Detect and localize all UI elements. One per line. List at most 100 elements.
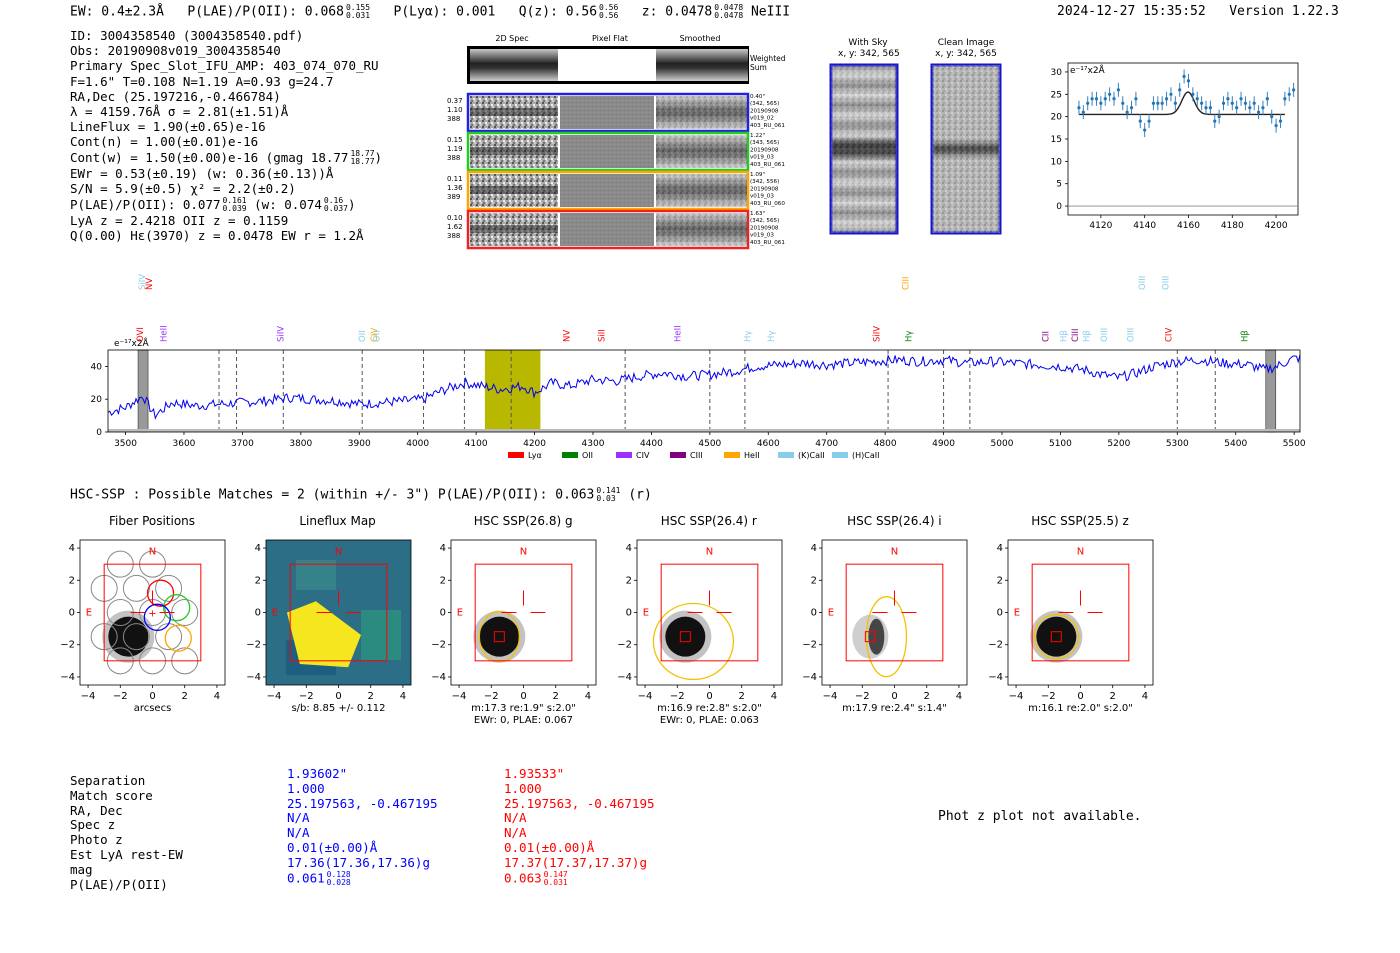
panel-xtick-label: 0 (149, 691, 155, 702)
info-cont-w: Cont(w) = 1.50(±0.00)e-16 (gmag 18.77 18.… (70, 149, 383, 167)
panel-ytick-label: −4 (431, 672, 446, 683)
zoom-ytick-label: 30 (1051, 68, 1063, 78)
cutout-left-value: 1.62 (447, 223, 463, 231)
zoom-data-point (1094, 97, 1099, 101)
zoom-data-point (1191, 92, 1195, 96)
panel-xtick-label: 2 (1110, 691, 1116, 702)
panel-caption-2: EWr: 0, PLAE: 0.067 (474, 715, 573, 726)
east-label: E (642, 608, 648, 619)
panel-ytick-label: −2 (803, 640, 818, 651)
match-value: 0.061 0.128 0.028 (287, 869, 351, 887)
ifu-box (1031, 563, 1130, 662)
spectral-line-label: SiIV (276, 326, 286, 342)
zoom-frame (1067, 62, 1299, 216)
panel-ytick-label: −2 (617, 640, 632, 651)
zoom-xtick-label: 4140 (1133, 221, 1156, 230)
zoom-data-point (1287, 92, 1291, 96)
zoom-data-point (1151, 101, 1156, 105)
zoom-data-point (1292, 88, 1296, 92)
hsc-panel-image: N E 4 2 0 −2 −4 −4 −2 0 2 4 m:17.3 re:1.9" s:2.0"EWr… (431, 539, 597, 726)
zoom-data-point (1261, 106, 1265, 110)
zoom-data-point (1274, 123, 1278, 128)
spectral-line-label: SiIV (872, 326, 882, 342)
zoom-data-point (1213, 119, 1217, 123)
panel-xtick-label: −2 (1041, 691, 1056, 702)
match-value: N/A (504, 810, 527, 826)
panel-ytick-label: 0 (625, 608, 631, 619)
cutout-panel: 2D Spec Pixel Flat Smoothed Weighted Sum… (447, 34, 786, 250)
zoom-xtick-label: 4160 (1177, 221, 1200, 230)
phot-z-message: Phot z plot not available. (938, 809, 1142, 824)
zoom-data-point (1099, 101, 1103, 105)
panel-xtick-label: 2 (367, 691, 373, 702)
version: Version 1.22.3 (1229, 4, 1339, 19)
aperture-ellipse (478, 611, 521, 663)
col-header-smooth: Smoothed (680, 34, 721, 43)
panel-ytick-label: 0 (254, 608, 260, 619)
cutout-right-value: v019_02 (750, 116, 774, 122)
zoom-data-point (1086, 101, 1090, 105)
zoom-data-point (1283, 97, 1287, 101)
panel-caption-1: m:16.1 re:2.0" s:2.0" (1028, 703, 1133, 714)
spectrum-xtick-label: 5400 (1224, 439, 1247, 449)
galaxy-core (665, 616, 706, 657)
north-label: N (334, 547, 341, 558)
hsc-panel-title: HSC SSP(25.5) z (1031, 514, 1129, 528)
header-plae-hi: 0.155 (345, 3, 371, 12)
hsc-panel-title: Fiber Positions (108, 514, 196, 528)
fiber-circle-highlight (163, 594, 191, 622)
spectrum-xtick-label: 5500 (1283, 439, 1306, 449)
spectral-line-label: NV (145, 278, 155, 290)
zoom-data-point (1160, 101, 1164, 105)
panel-xtick-label: 0 (335, 691, 341, 702)
panel-xtick-label: 2 (924, 691, 930, 702)
panel-ytick-label: 0 (69, 608, 75, 619)
header-z-lo: 0.0478 (714, 11, 744, 20)
sky-mask-bar (137, 349, 149, 433)
spectrum-xtick-label: 4300 (582, 439, 605, 449)
match-row-label: P(LAE)/P(OII) (70, 876, 168, 892)
panel-xtick-label: 2 (553, 691, 559, 702)
lineflux-blob (286, 601, 361, 668)
zoom-data-point (1125, 110, 1129, 114)
panel-ytick-label: 2 (811, 575, 817, 586)
zoom-data-point (1208, 106, 1212, 110)
spectral-line-label: Hβ (1083, 330, 1093, 342)
info-cont-n: Cont(n) = 1.00(±0.01)e-16 (70, 134, 259, 150)
spectral-line-label: CIV (1164, 328, 1174, 342)
panel-caption-1: s/b: 8.85 +/- 0.112 (291, 703, 385, 714)
zoom-model-line (1079, 91, 1285, 116)
cutout-right-value: (343, 565) (750, 140, 779, 146)
panel-xtick-label: −4 (452, 691, 467, 702)
panel-caption-1: arcsecs (134, 703, 172, 714)
match-value: 0.01(±0.00)Å (287, 839, 378, 855)
zoom-data-point (1195, 97, 1199, 101)
spectral-line-label: OIII (1126, 328, 1136, 342)
panel-xtick-label: −4 (81, 691, 96, 702)
header-qz-hi: 0.56 (599, 3, 619, 12)
spectral-line-label: OVI (136, 327, 146, 342)
panel-ytick-label: 4 (997, 543, 1003, 554)
zoom-ytick-label: 10 (1051, 157, 1063, 167)
cutout-left-value: 0.11 (447, 175, 463, 183)
aperture-ellipse (652, 602, 734, 681)
panel-ytick-label: 2 (997, 575, 1003, 586)
header-qz-lo: 0.56 (599, 11, 619, 20)
info-sn: S/N = 5.9(±0.5) χ² = 2.2(±0.2) (70, 181, 296, 197)
fiber-circle-highlight (143, 603, 171, 631)
panel-ytick-label: 4 (440, 543, 446, 554)
spectrum-xtick-label: 4700 (815, 439, 838, 449)
north-label: N (706, 547, 713, 558)
spectral-line-label: Hβ (1240, 330, 1250, 342)
spectrum-xtick-label: 3800 (289, 439, 312, 449)
cutout-row-frame (466, 92, 750, 133)
panel-caption-1: m:17.3 re:1.9" s:2.0" (471, 703, 576, 714)
spectrum-xtick-label: 4600 (757, 439, 780, 449)
spectral-line-label: OII (373, 330, 383, 342)
zoom-data-point (1235, 106, 1239, 110)
spectrum-xtick-label: 4200 (523, 439, 546, 449)
legend-label: Lyα (528, 451, 542, 460)
header-z-hi: 0.0478 (714, 3, 744, 12)
panel-ytick-label: −4 (60, 672, 75, 683)
full-spectrum-plot: 0 20 40 e⁻¹⁷x2Å 3500 3600 3700 3800 3900 4000 4100… (91, 274, 1306, 460)
